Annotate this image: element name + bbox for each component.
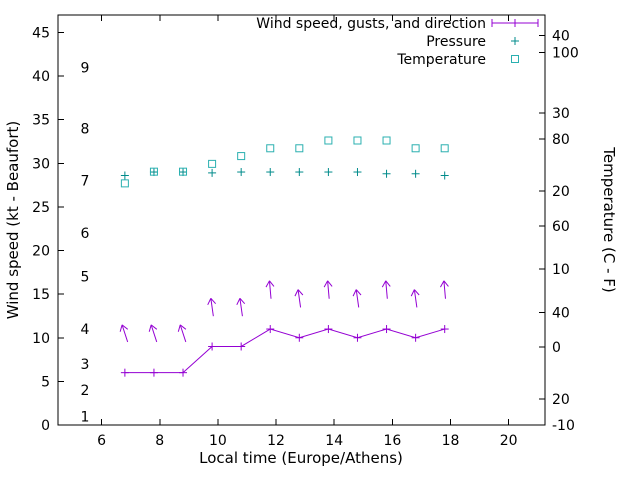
kt-tick-label: 5 <box>41 374 50 390</box>
kt-tick-label: 20 <box>32 244 50 260</box>
x-tick-label: 20 <box>500 433 518 449</box>
celsius-tick-label: 30 <box>552 106 570 122</box>
wind-direction-arrow-icon <box>352 289 362 308</box>
kt-tick-label: 15 <box>32 287 50 303</box>
wind-direction-arrow-icon <box>119 324 129 343</box>
fahrenheit-tick-label: 40 <box>552 305 570 321</box>
y-left-axis-title: Wind speed (kt - Beaufort) <box>4 121 22 320</box>
x-tick-label: 8 <box>155 433 164 449</box>
beaufort-label: 9 <box>81 60 90 76</box>
beaufort-label: 7 <box>81 174 90 190</box>
fahrenheit-tick-label: 60 <box>552 219 570 235</box>
beaufort-label: 5 <box>81 270 90 286</box>
legend-label: Wind speed, gusts, and direction <box>256 16 486 32</box>
x-tick-label: 6 <box>97 433 106 449</box>
celsius-tick-label: 20 <box>552 184 570 200</box>
wind-direction-arrow-icon <box>207 297 217 317</box>
beaufort-label: 2 <box>81 383 90 399</box>
beaufort-label: 8 <box>81 121 90 137</box>
series-wind-gusts-direction <box>119 280 449 343</box>
legend-label: Temperature <box>396 52 486 68</box>
wind-direction-arrow-icon <box>440 280 449 299</box>
kt-tick-label: 45 <box>32 25 50 41</box>
fahrenheit-tick-label: 100 <box>552 46 579 62</box>
kt-tick-label: 25 <box>32 200 50 216</box>
fahrenheit-tick-label: 20 <box>552 392 570 408</box>
beaufort-label: 3 <box>81 357 90 373</box>
wind-direction-arrow-icon <box>294 289 304 308</box>
axis-titles: Local time (Europe/Athens) Wind speed (kt… <box>4 121 618 467</box>
y-axis-right: -10 0 10 20 30 40 20 40 60 80 100 <box>539 28 579 434</box>
legend: Wind speed, gusts, and direction Pressure… <box>256 16 539 68</box>
wind-direction-arrow-icon <box>148 324 158 343</box>
x-axis-title: Local time (Europe/Athens) <box>199 449 403 467</box>
y-right-axis-title: Temperature (C - F) <box>600 146 618 293</box>
celsius-tick-label: 40 <box>552 28 570 44</box>
wind-direction-arrow-icon <box>410 289 420 308</box>
plot-border <box>57 14 546 426</box>
series-temperature <box>120 136 449 188</box>
kt-tick-label: 30 <box>32 156 50 172</box>
kt-tick-label: 35 <box>32 113 50 129</box>
wind-direction-arrow-icon <box>323 280 333 299</box>
x-tick-label: 10 <box>209 433 227 449</box>
kt-tick-label: 0 <box>41 418 50 434</box>
celsius-tick-label: 10 <box>552 262 570 278</box>
beaufort-label: 6 <box>81 226 90 242</box>
x-axis: 6 8 10 12 14 16 18 20 <box>97 15 518 449</box>
beaufort-label: 4 <box>81 322 90 338</box>
fahrenheit-tick-label: 80 <box>552 132 570 148</box>
kt-tick-label: 10 <box>32 331 50 347</box>
y-axis-left: 0 5 10 15 20 25 30 35 40 45 <box>32 25 64 434</box>
wind-direction-arrow-icon <box>381 280 391 299</box>
wind-direction-arrow-icon <box>265 280 275 299</box>
x-tick-label: 16 <box>383 433 401 449</box>
celsius-tick-label: -10 <box>552 418 575 434</box>
beaufort-label: 1 <box>81 409 90 425</box>
kt-tick-label: 40 <box>32 69 50 85</box>
wind-direction-arrow-icon <box>177 324 187 343</box>
wind-direction-arrow-icon <box>236 297 246 317</box>
series-pressure <box>120 168 449 180</box>
x-tick-label: 12 <box>267 433 285 449</box>
series-wind-speed <box>120 325 449 377</box>
beaufort-labels: 1 2 3 4 5 6 7 8 9 <box>81 60 90 425</box>
x-tick-label: 14 <box>325 433 343 449</box>
celsius-tick-label: 0 <box>552 340 561 356</box>
legend-label: Pressure <box>426 34 486 50</box>
x-tick-label: 18 <box>442 433 460 449</box>
